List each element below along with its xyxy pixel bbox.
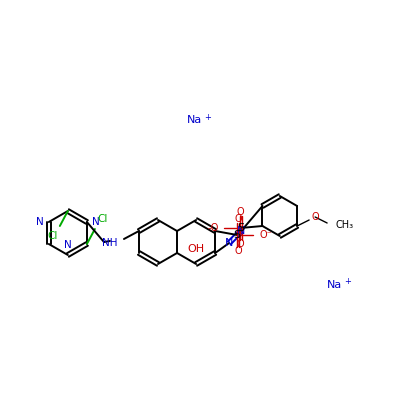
Text: NH: NH <box>102 238 118 248</box>
Text: O: O <box>234 214 242 224</box>
Text: +: + <box>344 278 352 286</box>
Text: Na: Na <box>327 280 343 290</box>
Text: O: O <box>234 246 242 256</box>
Text: S: S <box>237 223 244 233</box>
Text: N: N <box>36 217 44 227</box>
Text: -O: -O <box>207 223 218 233</box>
Text: N: N <box>237 226 245 236</box>
Text: N: N <box>92 217 100 227</box>
Text: +: + <box>204 112 212 122</box>
Text: CH₃: CH₃ <box>335 220 353 230</box>
Text: O: O <box>311 212 319 222</box>
Text: N: N <box>64 240 72 250</box>
Text: Cl: Cl <box>97 214 107 224</box>
Text: O⁻: O⁻ <box>259 230 272 240</box>
Text: OH: OH <box>188 244 205 254</box>
Text: Cl: Cl <box>48 231 58 241</box>
Text: S: S <box>234 230 241 240</box>
Text: N: N <box>225 238 233 248</box>
Text: O: O <box>237 207 244 217</box>
Text: Na: Na <box>187 115 203 125</box>
Text: O: O <box>237 239 244 249</box>
